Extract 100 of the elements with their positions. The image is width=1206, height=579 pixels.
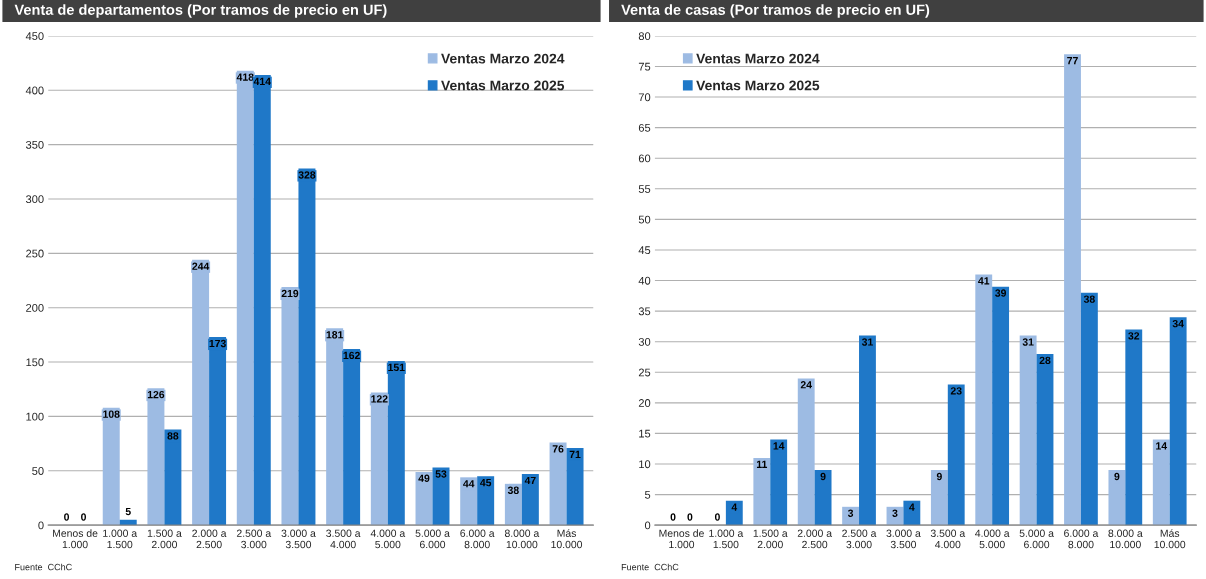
data-label: 9 [1114, 472, 1120, 481]
bar [992, 286, 1010, 526]
y-tick-label: 30 [638, 337, 651, 346]
y-tick-label: 50 [32, 467, 44, 475]
bar [387, 360, 405, 526]
y-tick-label: 150 [26, 358, 44, 367]
x-tick-label: 1.500 a 2.000 [147, 529, 182, 549]
data-label: 0 [714, 513, 720, 521]
bar [770, 439, 788, 526]
bar [147, 388, 165, 526]
legend-label: Ventas Marzo 2024 [441, 53, 565, 64]
y-tick-label: 350 [25, 140, 44, 149]
x-tick-label: 1.000 a 1.500 [103, 529, 138, 549]
data-label: 418 [236, 73, 254, 81]
data-label: 28 [1039, 356, 1051, 365]
y-tick-label: 25 [638, 368, 651, 377]
x-tick-label: 2.500 a 3.000 [842, 529, 877, 549]
data-label: 77 [1067, 57, 1078, 65]
x-tick-label: 3.000 a 3.500 [281, 529, 316, 549]
bar [1064, 54, 1081, 526]
y-tick-label: 20 [638, 399, 651, 407]
y-tick-label: 0 [38, 521, 44, 530]
data-label: 47 [524, 476, 536, 485]
y-tick-label: 55 [638, 185, 651, 193]
data-label: 0 [81, 513, 87, 521]
x-tick-label: 8.000 a 10.000 [1108, 529, 1143, 549]
data-label: 3 [847, 509, 854, 517]
data-label: 31 [861, 338, 873, 346]
data-label: 108 [103, 410, 120, 418]
legend-label: Ventas Marzo 2025 [441, 80, 565, 91]
x-tick-label: 2.000 a 2.500 [192, 529, 227, 549]
x-tick-label: 3.500 a 4.000 [326, 529, 361, 549]
data-label: 0 [64, 513, 70, 521]
x-tick-label: 1.500 a 2.000 [753, 529, 788, 549]
y-tick-label: 70 [638, 93, 651, 102]
data-label: 219 [281, 289, 299, 298]
x-tick-label: 8.000 a 10.000 [504, 529, 540, 549]
x-tick-label: 3.500 a 4.000 [930, 529, 966, 549]
data-label: 9 [820, 472, 826, 481]
bar [370, 392, 388, 526]
data-label: 76 [552, 445, 564, 453]
bar [1152, 439, 1170, 526]
source-note: Fuente CChC [15, 563, 72, 571]
x-tick-label: 3.000 a 3.500 [886, 529, 921, 549]
y-tick-label: 5 [644, 490, 651, 499]
y-tick-label: 300 [25, 195, 44, 204]
bar [1019, 335, 1037, 526]
y-tick-label: 50 [638, 215, 651, 224]
bar [947, 384, 965, 526]
y-tick-label: 0 [644, 521, 651, 530]
bar [1125, 329, 1143, 526]
data-label: 0 [687, 513, 693, 521]
data-label: 71 [569, 450, 581, 458]
x-tick-label: 5.000 a 6.000 [1019, 529, 1054, 549]
y-tick-label: 100 [26, 412, 44, 421]
bar [1036, 353, 1054, 526]
data-label: 38 [1083, 295, 1095, 303]
chart-title: Venta de departamentos (Por tramos de precio en UF) [14, 4, 387, 18]
source-note: Fuente CChC [621, 563, 679, 571]
x-tick-label: 2.500 a 3.000 [236, 529, 272, 549]
y-tick-label: 450 [25, 32, 44, 41]
data-label: 11 [756, 460, 768, 468]
data-label: 3 [892, 509, 898, 517]
data-label: 151 [388, 363, 405, 372]
bar [1169, 317, 1187, 526]
data-label: 31 [1022, 338, 1034, 346]
y-tick-label: 200 [26, 303, 44, 312]
bar [343, 349, 361, 526]
data-label: 181 [326, 331, 344, 339]
bar [164, 429, 182, 526]
bar [566, 447, 584, 526]
bar [119, 519, 137, 526]
bar [1108, 470, 1126, 526]
bar [209, 337, 227, 526]
chart-title: Venta de casas (Por tramos de precio en UF) [621, 4, 930, 18]
data-label: 24 [800, 381, 812, 389]
legend-label: Ventas Marzo 2025 [696, 80, 820, 91]
data-label: 32 [1128, 332, 1140, 340]
data-label: 23 [950, 387, 962, 395]
bar [859, 335, 876, 526]
bar [281, 287, 299, 526]
y-tick-label: 80 [638, 32, 651, 41]
x-tick-label: 4.000 a 5.000 [975, 529, 1010, 549]
data-label: 45 [480, 479, 492, 487]
y-tick-label: 45 [638, 246, 651, 255]
data-label: 39 [995, 289, 1007, 297]
x-tick-label: 5.000 a 6.000 [415, 529, 450, 549]
data-label: 4 [909, 503, 915, 511]
x-tick-label: 4.000 a 5.000 [370, 529, 406, 549]
data-label: 0 [670, 513, 676, 521]
y-tick-label: 75 [638, 62, 651, 71]
y-tick-label: 65 [638, 123, 651, 132]
x-tick-label: 6.000 a 8.000 [460, 529, 495, 549]
bar [253, 75, 271, 526]
data-label: 53 [435, 470, 447, 478]
data-label: 44 [463, 480, 475, 488]
y-tick-label: 10 [639, 460, 651, 469]
data-label: 49 [418, 474, 430, 482]
y-tick-label: 60 [638, 154, 651, 163]
bar [975, 274, 993, 526]
